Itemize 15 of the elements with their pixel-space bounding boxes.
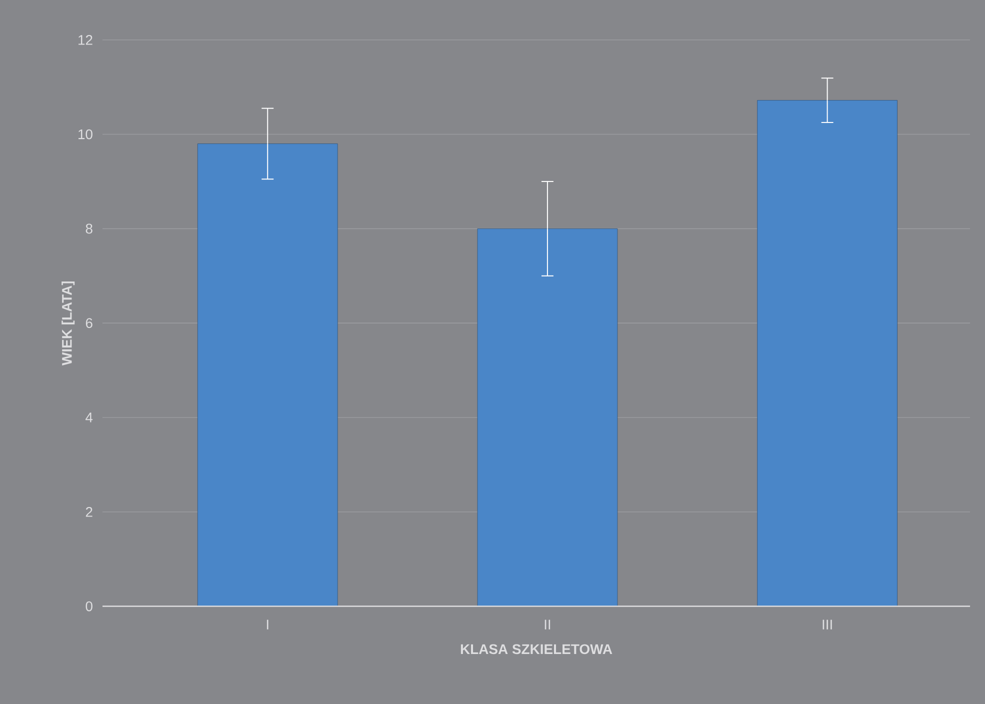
y-tick-label: 12 bbox=[78, 34, 92, 45]
y-tick-label: 6 bbox=[86, 318, 92, 328]
y-axis-title: WIEK [LATA] bbox=[62, 281, 75, 366]
x-axis-title: KLASA SZKIELETOWA bbox=[460, 644, 612, 654]
x-tick-label: III bbox=[822, 620, 832, 630]
y-tick-label: 2 bbox=[86, 506, 92, 517]
x-tick-label: II bbox=[544, 620, 550, 630]
y-tick-label: 8 bbox=[86, 224, 92, 234]
y-tick-label: 4 bbox=[86, 412, 93, 422]
y-tick-label: 0 bbox=[86, 601, 92, 612]
x-tick-label: I bbox=[266, 620, 268, 630]
bar bbox=[197, 144, 338, 606]
bar bbox=[757, 100, 898, 606]
bar bbox=[477, 228, 618, 606]
y-tick-label: 10 bbox=[78, 129, 92, 140]
